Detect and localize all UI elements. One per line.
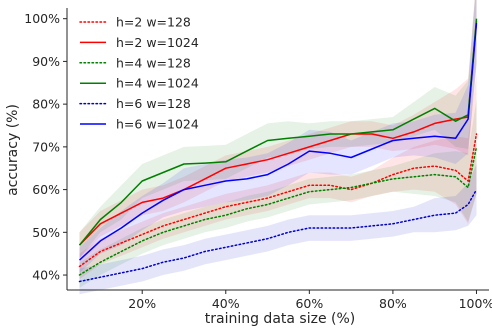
legend-label: h=4 w=128 (116, 55, 191, 70)
y-tick-label: 50% (32, 225, 60, 240)
legend-item-h-2-w-128: h=2 w=128 (79, 15, 191, 30)
series-line-h-4-w-1024 (78, 18, 478, 246)
series-line-h-6-w-1024 (78, 22, 478, 261)
x-tick-label: 40% (212, 296, 240, 311)
legend-item-h-6-w-1024: h=6 w=1024 (80, 117, 199, 132)
confidence-bands (79, 0, 477, 295)
y-tick-label: 90% (32, 54, 60, 69)
y-tick-label: 40% (32, 268, 60, 283)
y-tick-label: 60% (32, 182, 60, 197)
x-tick-label: 100% (459, 296, 492, 311)
series-line-h-6-w-128 (78, 188, 478, 283)
legend-item-h-4-w-1024: h=4 w=1024 (80, 76, 199, 91)
legend-item-h-6-w-128: h=6 w=128 (79, 96, 191, 111)
y-tick-label: 80% (32, 97, 60, 112)
legend-label: h=6 w=1024 (116, 117, 199, 132)
band-h-4-w-1024 (79, 0, 477, 258)
y-axis-label: accuracy (%) (5, 104, 21, 196)
y-tick-label: 100% (24, 11, 60, 26)
x-tick-label: 60% (295, 296, 323, 311)
band-h-4-w-128 (79, 99, 477, 288)
series-line-h-4-w-128 (78, 146, 478, 276)
legend-label: h=2 w=128 (116, 15, 191, 30)
legend-item-h-4-w-128: h=4 w=128 (79, 55, 191, 70)
legend-label: h=6 w=128 (116, 96, 191, 111)
axes (66, 8, 489, 291)
band-h-2-w-1024 (79, 0, 477, 258)
band-h-6-w-1024 (79, 0, 477, 273)
series-lines (78, 18, 478, 283)
y-axis-ticks: 40% 50% 60% 70% 80% 90% 100% (24, 11, 67, 283)
y-tick-label: 70% (32, 139, 60, 154)
legend-label: h=2 w=1024 (116, 35, 199, 50)
x-tick-label: 80% (379, 296, 407, 311)
series-line-h-2-w-128 (78, 133, 478, 268)
legend-label: h=4 w=1024 (116, 76, 199, 91)
legend-item-h-2-w-1024: h=2 w=1024 (80, 35, 199, 50)
x-tick-label: 20% (128, 296, 156, 311)
x-axis-label: training data size (%) (205, 311, 356, 327)
x-axis-ticks: 20% 40% 60% 80% 100% (128, 290, 492, 311)
legend: h=2 w=128 h=2 w=1024 h=4 w=128 h=4 w=1024 h=… (79, 15, 199, 132)
band-h-6-w-128 (79, 164, 477, 295)
band-h-2-w-128 (79, 74, 477, 280)
series-line-h-2-w-1024 (78, 20, 478, 246)
